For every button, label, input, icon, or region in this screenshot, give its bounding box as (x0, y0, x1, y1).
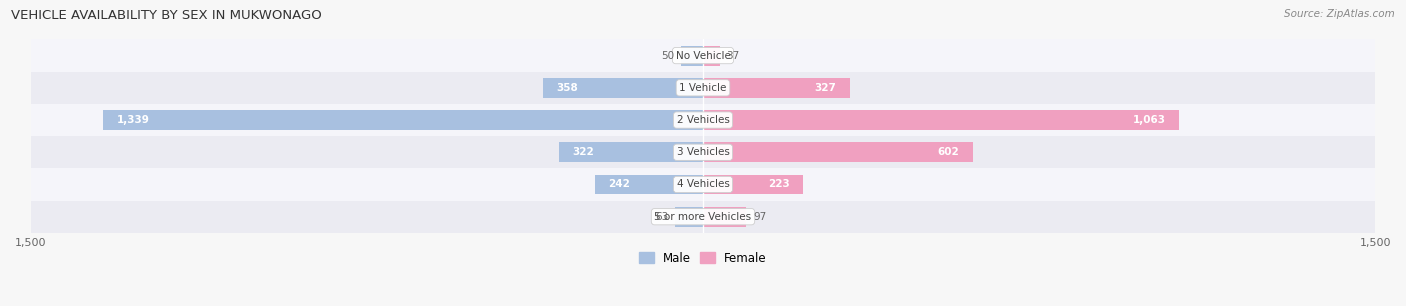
Text: 3 Vehicles: 3 Vehicles (676, 147, 730, 157)
Text: 322: 322 (572, 147, 593, 157)
Bar (31, 168, 1375, 201)
Bar (31, 104, 1375, 136)
Bar (681, 46, 703, 65)
Bar (703, 207, 747, 227)
Text: 223: 223 (768, 180, 790, 189)
Text: 327: 327 (814, 83, 837, 93)
Bar (595, 174, 703, 195)
Bar (543, 78, 703, 98)
Bar (675, 207, 703, 227)
Text: 5 or more Vehicles: 5 or more Vehicles (654, 212, 752, 222)
Bar (703, 174, 803, 195)
Text: 97: 97 (754, 212, 766, 222)
Bar (703, 46, 720, 65)
Bar (31, 72, 1375, 104)
Text: 2 Vehicles: 2 Vehicles (676, 115, 730, 125)
Bar (31, 39, 1375, 72)
Bar (31, 136, 1375, 168)
Text: 242: 242 (607, 180, 630, 189)
Text: 1,063: 1,063 (1133, 115, 1166, 125)
Text: 1 Vehicle: 1 Vehicle (679, 83, 727, 93)
Bar (703, 142, 973, 162)
Text: 37: 37 (727, 50, 740, 61)
Text: 358: 358 (555, 83, 578, 93)
Bar (31, 201, 1375, 233)
Bar (103, 110, 703, 130)
Bar (703, 110, 1180, 130)
Text: 602: 602 (938, 147, 959, 157)
Text: 4 Vehicles: 4 Vehicles (676, 180, 730, 189)
Bar (558, 142, 703, 162)
Text: VEHICLE AVAILABILITY BY SEX IN MUKWONAGO: VEHICLE AVAILABILITY BY SEX IN MUKWONAGO (11, 9, 322, 22)
Text: 50: 50 (661, 50, 673, 61)
Legend: Male, Female: Male, Female (634, 247, 772, 270)
Text: 1,339: 1,339 (117, 115, 149, 125)
Text: No Vehicle: No Vehicle (675, 50, 731, 61)
Bar (703, 78, 849, 98)
Text: Source: ZipAtlas.com: Source: ZipAtlas.com (1284, 9, 1395, 19)
Text: 63: 63 (655, 212, 668, 222)
